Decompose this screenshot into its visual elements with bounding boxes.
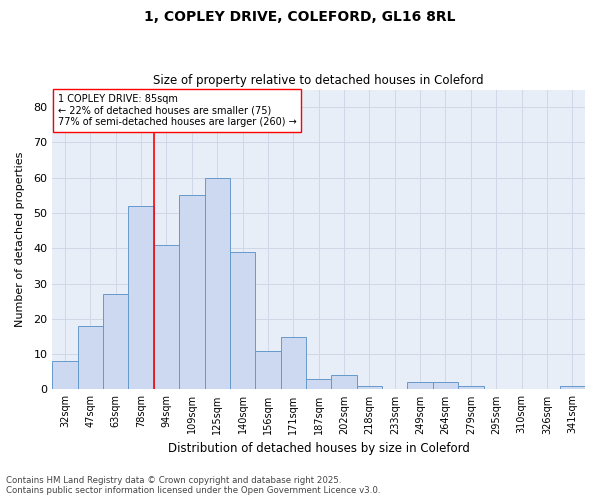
X-axis label: Distribution of detached houses by size in Coleford: Distribution of detached houses by size … bbox=[168, 442, 470, 455]
Text: 1, COPLEY DRIVE, COLEFORD, GL16 8RL: 1, COPLEY DRIVE, COLEFORD, GL16 8RL bbox=[144, 10, 456, 24]
Y-axis label: Number of detached properties: Number of detached properties bbox=[15, 152, 25, 327]
Bar bbox=[357, 386, 382, 390]
Bar bbox=[205, 178, 230, 390]
Text: 1 COPLEY DRIVE: 85sqm
← 22% of detached houses are smaller (75)
77% of semi-deta: 1 COPLEY DRIVE: 85sqm ← 22% of detached … bbox=[58, 94, 296, 128]
Bar bbox=[128, 206, 154, 390]
Bar bbox=[52, 361, 77, 390]
Title: Size of property relative to detached houses in Coleford: Size of property relative to detached ho… bbox=[154, 74, 484, 87]
Bar bbox=[433, 382, 458, 390]
Bar bbox=[255, 350, 281, 390]
Bar bbox=[560, 386, 585, 390]
Bar bbox=[281, 336, 306, 390]
Bar bbox=[230, 252, 255, 390]
Bar bbox=[458, 386, 484, 390]
Bar bbox=[179, 196, 205, 390]
Bar bbox=[331, 376, 357, 390]
Bar bbox=[306, 379, 331, 390]
Bar bbox=[103, 294, 128, 390]
Bar bbox=[154, 245, 179, 390]
Text: Contains HM Land Registry data © Crown copyright and database right 2025.
Contai: Contains HM Land Registry data © Crown c… bbox=[6, 476, 380, 495]
Bar bbox=[77, 326, 103, 390]
Bar bbox=[407, 382, 433, 390]
